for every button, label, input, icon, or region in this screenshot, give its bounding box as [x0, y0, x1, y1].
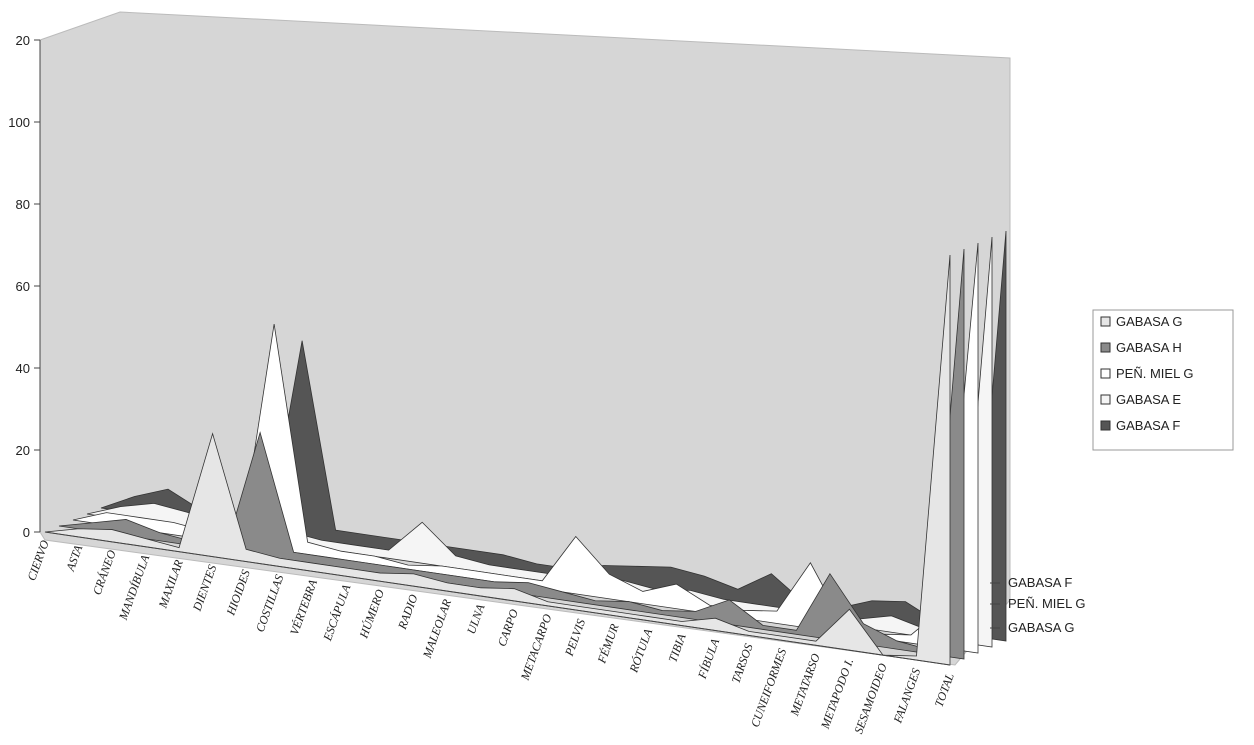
- legend-swatch: [1100, 420, 1111, 431]
- x-tick-label: ASTA: [63, 543, 86, 574]
- y-tick-label: 100: [8, 115, 30, 130]
- x-tick-label: RADIO: [395, 592, 421, 632]
- legend-swatch: [1100, 316, 1111, 327]
- legend-swatch: [1100, 342, 1111, 353]
- legend-swatch: [1100, 368, 1111, 379]
- floor-edge: [44, 531, 951, 666]
- x-tick-label: METAPODO I.: [818, 656, 857, 731]
- x-tick-label: RÓTULA: [626, 626, 655, 675]
- legend-label: GABASA F: [1116, 418, 1180, 433]
- x-tick-label: FALANGES: [890, 666, 923, 725]
- x-tick-label: TIBIA: [665, 631, 688, 664]
- x-tick-label: MANDÍBULA: [116, 552, 153, 622]
- x-tick-label: TOTAL: [932, 671, 957, 709]
- legend-label: GABASA E: [1116, 392, 1181, 407]
- x-tick-label: METATARSO: [787, 651, 823, 718]
- y-tick-label: 20: [16, 33, 30, 48]
- x-tick-label: SESAMOIDEO: [851, 661, 890, 736]
- depth-label: GABASA G: [1008, 620, 1074, 635]
- depth-label: GABASA F: [1008, 575, 1072, 590]
- x-tick-label: MALEOLAR: [420, 597, 455, 661]
- legend: [1092, 309, 1234, 451]
- x-tick-label: ESCÁPULA: [320, 582, 354, 643]
- x-tick-label: TARSOS: [728, 642, 755, 685]
- y-tick-label: 20: [16, 443, 30, 458]
- legend-items: GABASA G GABASA H PEÑ. MIEL G GABASA E GABAS…: [1100, 314, 1194, 433]
- x-tick-label: METACARPO: [517, 612, 554, 683]
- y-tick-label: 80: [16, 197, 30, 212]
- x-tick-label: HIOIDES: [223, 568, 253, 618]
- x-tick-label: COSTILLAS: [253, 573, 287, 634]
- legend-label: GABASA H: [1116, 340, 1182, 355]
- x-tick-label: CIERVO: [24, 538, 52, 583]
- series-area: [44, 254, 951, 666]
- legend-label: PEÑ. MIEL G: [1116, 366, 1194, 381]
- x-tick-label: MAXILAR: [155, 557, 186, 610]
- x-tick-label: CRÁNEO: [90, 548, 119, 597]
- y-tick-label: 0: [23, 525, 30, 540]
- x-tick-label: VÉRTEBRA: [287, 577, 320, 637]
- x-tick-label: CUNEIFORMES: [748, 647, 789, 729]
- x-tick-label: ULNA: [464, 602, 488, 636]
- legend-swatch: [1100, 394, 1111, 405]
- x-tick-label: PELVIS: [562, 617, 589, 659]
- legend-label: GABASA G: [1116, 314, 1182, 329]
- depth-label: PEÑ. MIEL G: [1008, 596, 1086, 611]
- x-tick-label: DIENTES: [189, 563, 219, 614]
- x-tick-label: FÉMUR: [594, 621, 622, 666]
- y-tick-label: 60: [16, 279, 30, 294]
- x-tick-label: CARPO: [495, 607, 521, 648]
- y-tick-label: 40: [16, 361, 30, 376]
- x-tick-label: HÚMERO: [356, 587, 387, 641]
- x-tick-label: FÍBULA: [695, 636, 723, 681]
